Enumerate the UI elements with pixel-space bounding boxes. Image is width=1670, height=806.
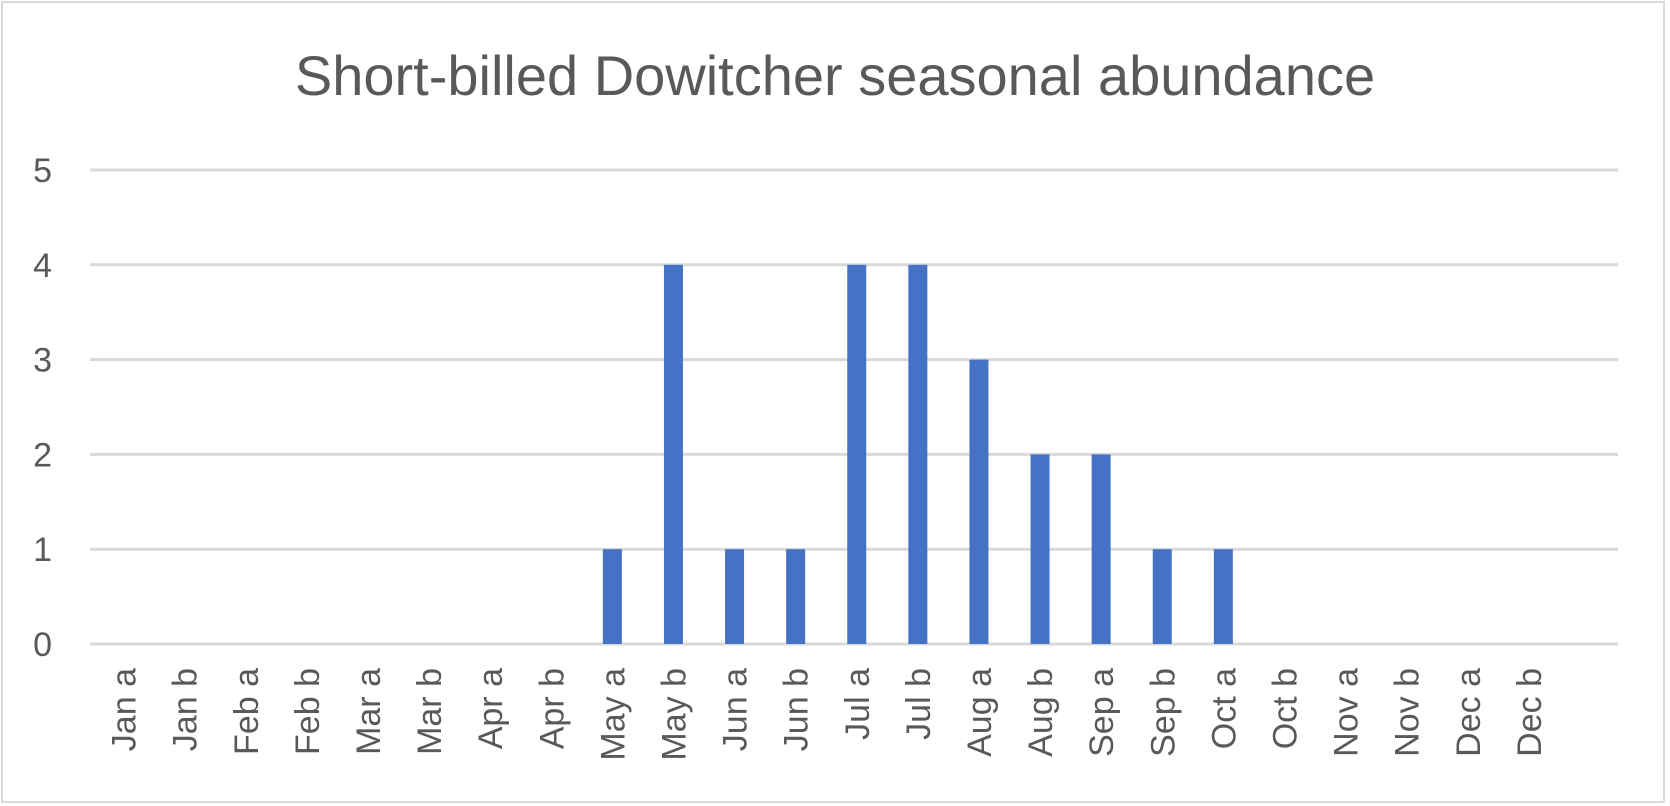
bar-may-a bbox=[602, 549, 622, 644]
x-tick-label: Jun b bbox=[778, 668, 816, 751]
x-tick-label: Jul a bbox=[839, 668, 877, 740]
y-tick-label: 3 bbox=[33, 342, 52, 380]
y-tick-label: 4 bbox=[33, 247, 52, 285]
bar-jun-a bbox=[725, 549, 745, 644]
y-tick-label: 5 bbox=[33, 152, 52, 190]
bar-jun-b bbox=[786, 549, 806, 644]
bar-sep-b bbox=[1152, 549, 1172, 644]
bar-jul-b bbox=[908, 264, 928, 644]
x-tick-label: Jul b bbox=[900, 668, 938, 740]
x-tick-label: Mar b bbox=[411, 668, 449, 755]
x-tick-label: Aug b bbox=[1022, 668, 1060, 757]
bars bbox=[602, 264, 1233, 644]
bar-oct-a bbox=[1213, 549, 1233, 644]
x-tick-label: Nov a bbox=[1328, 668, 1366, 757]
y-axis-ticks: 0 1 2 3 4 5 bbox=[33, 152, 52, 664]
x-axis-ticks: Jan a Jan b Feb a Feb b Mar a Mar b Apr a Apr b… bbox=[106, 668, 1549, 761]
y-tick-label: 2 bbox=[33, 436, 52, 474]
x-tick-label: Apr a bbox=[472, 668, 510, 749]
x-tick-label: Jun a bbox=[717, 668, 755, 751]
bar-jul-a bbox=[847, 264, 867, 644]
chart-title: Short-billed Dowitcher seasonal abundanc… bbox=[295, 44, 1375, 107]
x-tick-label: Oct b bbox=[1266, 668, 1304, 749]
x-tick-label: Sep a bbox=[1083, 668, 1121, 757]
x-tick-label: Dec b bbox=[1511, 668, 1549, 757]
x-tick-label: Feb a bbox=[228, 668, 266, 755]
x-tick-label: May a bbox=[594, 668, 632, 761]
bar-may-b bbox=[663, 264, 683, 644]
bar-aug-a bbox=[969, 359, 989, 644]
x-tick-label: Feb b bbox=[289, 668, 327, 755]
y-tick-label: 1 bbox=[33, 531, 52, 569]
y-tick-label: 0 bbox=[33, 626, 52, 664]
x-tick-label: Oct a bbox=[1205, 668, 1243, 749]
x-tick-label: Dec a bbox=[1450, 668, 1488, 757]
x-tick-label: May b bbox=[655, 668, 693, 761]
bar-sep-a bbox=[1091, 454, 1111, 644]
x-tick-label: Jan a bbox=[106, 668, 144, 751]
x-tick-label: Sep b bbox=[1144, 668, 1182, 757]
x-tick-label: Apr b bbox=[533, 668, 571, 749]
x-tick-label: Jan b bbox=[167, 668, 205, 751]
bar-aug-b bbox=[1030, 454, 1050, 644]
x-tick-label: Mar a bbox=[350, 668, 388, 755]
x-tick-label: Aug a bbox=[961, 668, 999, 757]
x-tick-label: Nov b bbox=[1389, 668, 1427, 757]
